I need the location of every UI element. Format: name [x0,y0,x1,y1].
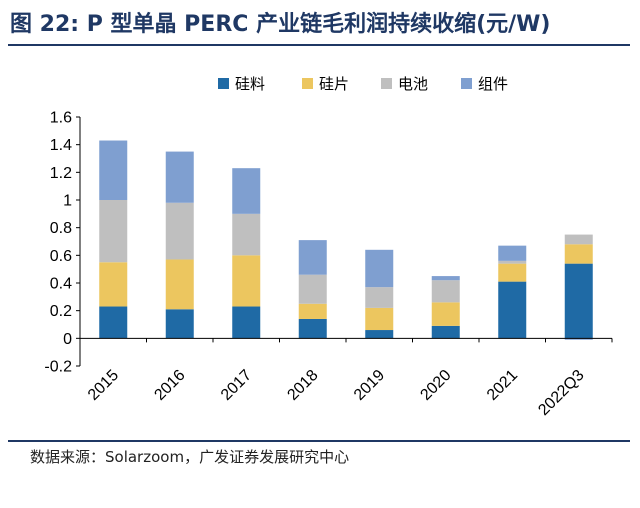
x-tick-label: 2022Q3 [535,367,587,419]
y-tick-label: 1.2 [50,165,72,182]
bar-segment [431,280,460,303]
legend-label: 电池 [398,76,428,93]
bar-segment [99,306,128,339]
bar-segment [431,302,460,326]
x-tick-label: 2021 [484,367,521,404]
source-rule [8,440,630,442]
source-note: 数据来源：Solarzoom，广发证券发展研究中心 [30,448,350,466]
bar-segment [365,330,394,339]
legend-label: 硅料 [235,76,265,93]
title-rule [8,44,630,46]
bar-segment [99,262,128,307]
y-axis: -0.2 0 0.2 0.4 0.6 0.8 1 1.2 1.4 1.6 [44,110,81,376]
bar-segment [431,325,460,339]
bar-segment [298,240,327,275]
stacked-bar-chart: 硅料 硅片 电池 组件 -0.2 0 0.2 0.4 0.6 0.8 1 1.2 1.4 1.6 201… [44,76,613,419]
legend-swatch [302,78,313,89]
bar-segment [232,168,261,214]
y-tick-label: 0.6 [50,248,72,265]
bar-segment [232,306,261,339]
bar-segment [498,245,527,261]
bar-segment [165,309,194,339]
y-tick-label: 0.2 [50,303,72,320]
legend-label: 硅片 [319,76,349,93]
y-tick-label: 1 [63,193,72,210]
bar-segment [498,281,527,339]
x-axis: 2015 2016 2017 2018 2019 2020 2021 2022Q3 [79,337,613,419]
x-tick-label: 2018 [284,367,321,404]
bar-segment [232,255,261,307]
legend-swatch [461,78,472,89]
bar-segment [564,338,593,340]
x-tick-label: 2019 [351,367,388,404]
legend-swatch [218,78,229,89]
bar-segment [165,202,194,260]
bar-segment [298,318,327,339]
bar-segment [498,260,527,264]
y-tick-label: -0.2 [44,359,72,376]
y-tick-label: 1.6 [50,110,72,127]
bar-segment [564,234,593,245]
x-tick-label: 2016 [151,367,188,404]
bar-segment [165,259,194,310]
bar-segment [298,303,327,319]
y-tick-label: 0.4 [50,276,72,293]
bar-segment [431,276,460,281]
bar-segment [99,140,128,200]
bar-segment [365,249,394,288]
legend-swatch [381,78,392,89]
bar-segment [365,307,394,331]
bars [99,140,593,340]
x-tick-label: 2020 [417,367,454,404]
x-tick-label: 2015 [85,367,122,404]
bar-segment [498,263,527,282]
legend: 硅料 硅片 电池 组件 [218,76,508,93]
bar-segment [365,287,394,308]
bar-segment [298,274,327,304]
x-tick-label: 2017 [218,367,255,404]
bar-segment [564,244,593,264]
figure-title: 图 22: P 型单晶 PERC 产业链毛利润持续收缩(元/W) [10,12,551,37]
y-tick-label: 1.4 [50,137,72,154]
y-tick-label: 0 [63,331,72,348]
bar-segment [99,200,128,263]
y-tick-label: 0.8 [50,220,72,237]
bar-segment [165,151,194,203]
bar-segment [564,263,593,339]
legend-label: 组件 [478,76,508,93]
bar-segment [232,213,261,256]
